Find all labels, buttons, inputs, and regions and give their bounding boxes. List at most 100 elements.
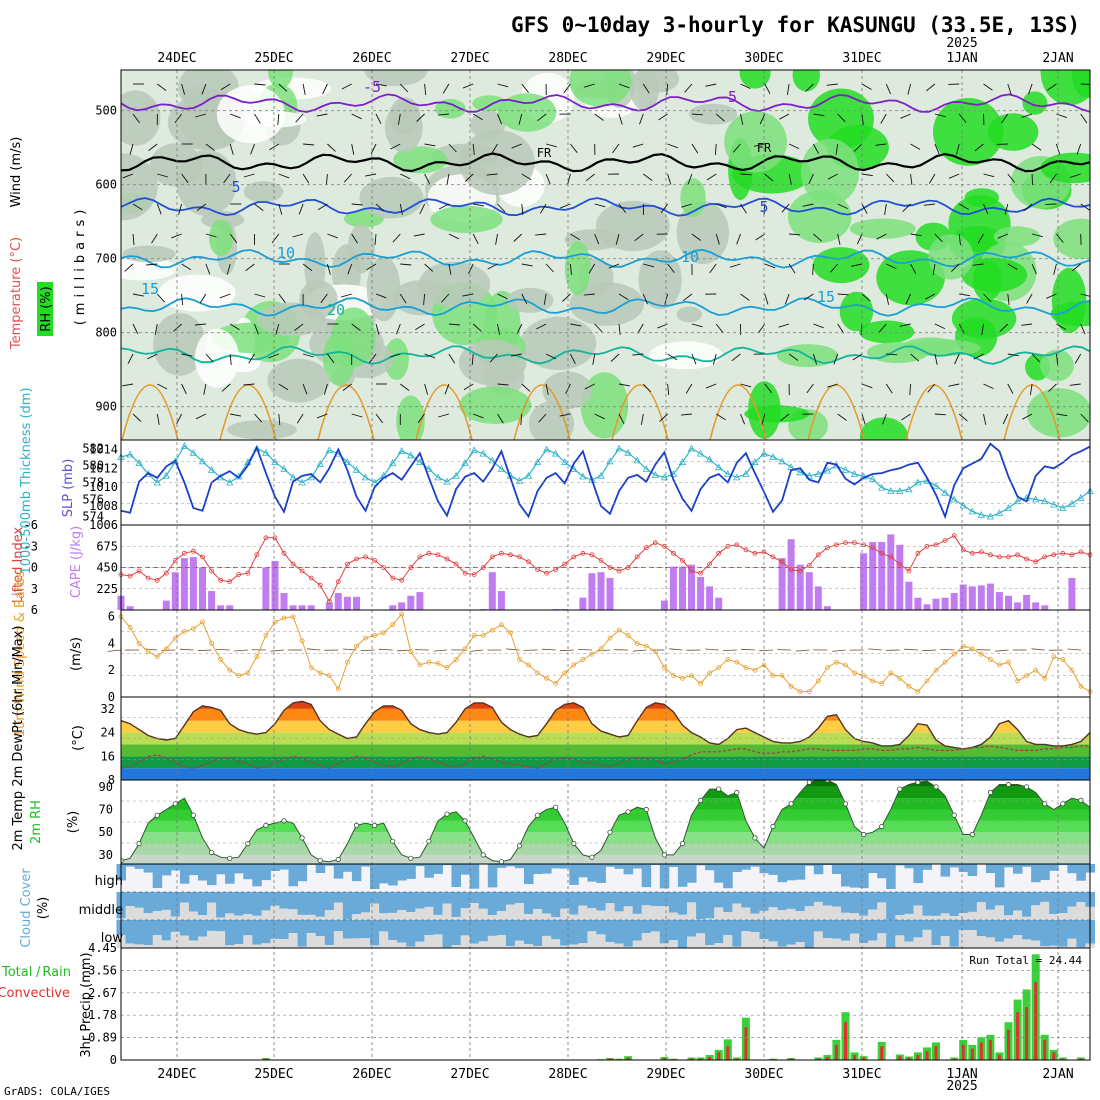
wind10-point — [553, 681, 559, 686]
li-point — [1078, 549, 1084, 555]
wind10-point — [172, 635, 178, 641]
wind-barb — [813, 113, 825, 117]
cloud-cell — [279, 892, 289, 909]
wind-barb — [303, 143, 315, 146]
cloud-cell — [668, 864, 679, 867]
wind-barb — [176, 413, 183, 425]
cloud-cell — [714, 920, 724, 944]
rh-point — [227, 855, 233, 861]
xs-ytick-label: 500 — [95, 104, 117, 118]
wind-barb — [243, 173, 255, 178]
rh2m-tick-label: 30 — [99, 848, 113, 862]
cloud-cell-gap — [569, 914, 579, 920]
wind10-point — [372, 633, 378, 638]
cape-bar — [171, 572, 179, 610]
cloud-cell-gap — [596, 910, 606, 920]
wind-barb — [413, 233, 425, 237]
wind10-point — [607, 635, 613, 641]
wind10-point — [272, 619, 278, 625]
cloud-cell — [1040, 892, 1050, 902]
cloud-cell — [524, 892, 534, 915]
rh-shade-blob — [724, 111, 787, 173]
wind-barb — [275, 323, 280, 335]
wind-barb — [764, 293, 769, 305]
wind-barb — [705, 383, 717, 389]
cloud-cell-gap — [641, 933, 652, 948]
thickness-point — [796, 468, 804, 476]
wind-barb — [317, 203, 328, 211]
thickness-point — [968, 507, 976, 515]
rh-shade-blob — [267, 358, 330, 403]
cape-bar — [334, 593, 342, 610]
thickness-point — [887, 487, 895, 494]
cloud-cell-gap — [261, 910, 271, 920]
wind-barb — [154, 323, 158, 335]
li-point — [317, 582, 323, 588]
wind10-point — [779, 673, 785, 678]
wind10-point — [498, 622, 504, 628]
wind-barb — [736, 233, 741, 245]
cloud-cell — [841, 864, 851, 887]
li-point — [544, 570, 549, 576]
cloud-cell — [632, 920, 643, 941]
rh-shade-blob — [744, 405, 810, 423]
wind10-point — [671, 673, 676, 678]
rh-band — [121, 798, 1090, 810]
wind10-point — [263, 633, 269, 638]
cloud-cell — [152, 864, 163, 888]
wind10-point — [933, 667, 939, 673]
wind10-point — [625, 633, 631, 638]
wind-barb — [806, 383, 814, 394]
wind-barb — [441, 293, 450, 303]
cloud-cell-gap — [768, 941, 778, 948]
wind-barb — [803, 293, 814, 301]
wind-barb — [1007, 353, 1019, 357]
wind10-point — [861, 673, 866, 678]
wind-barb — [740, 383, 752, 388]
wind10-tick-label: 2 — [108, 663, 115, 677]
li-point — [571, 554, 577, 560]
bottom-date-label: 2JAN — [1042, 1067, 1073, 1082]
li-tick-label: 0 — [31, 561, 38, 575]
li-point — [806, 563, 812, 568]
top-date-label: 28DEC — [548, 51, 587, 66]
wind-barb — [837, 293, 849, 296]
wind-barb — [416, 113, 425, 122]
cloud-cell — [623, 920, 634, 947]
wind10-barb — [904, 648, 918, 651]
rh-shade-blob — [299, 280, 338, 319]
wind-barb — [709, 263, 717, 274]
cloud-cell — [868, 864, 878, 873]
li-point — [978, 549, 984, 555]
temp-band — [121, 756, 1090, 769]
wind-barb — [731, 353, 741, 362]
wind-barb — [438, 413, 450, 418]
cloud-cell — [831, 892, 842, 907]
wind10-barb — [868, 648, 882, 651]
cape-bar — [189, 557, 197, 610]
wind-barb — [446, 173, 450, 185]
rh-point — [245, 840, 251, 847]
cloud-cell-gap — [234, 944, 244, 948]
rh-point — [1024, 784, 1030, 790]
thickness-point — [841, 465, 850, 473]
cloud-cell-gap — [533, 909, 543, 920]
bottom-date-label: 1JAN — [946, 1067, 977, 1082]
wind-barb — [1031, 353, 1041, 363]
precip-conv-bar — [1061, 1058, 1065, 1060]
li-point — [227, 579, 233, 585]
li-point — [335, 579, 341, 585]
thickness-point — [995, 509, 1004, 516]
bottom-date-label: 29DEC — [646, 1067, 685, 1082]
rh-point — [281, 818, 287, 824]
rh-shade-blob — [800, 138, 860, 206]
wind10-point — [924, 678, 930, 684]
wind10-point — [480, 633, 486, 638]
rh-band — [121, 786, 1090, 799]
cloud-cell-gap — [306, 914, 317, 920]
xs-temp-label: Temperature (°C) — [9, 237, 24, 350]
wind10-point — [616, 627, 622, 633]
wind10-point — [190, 626, 196, 632]
wind10-point — [1051, 654, 1057, 660]
cloud-cell — [596, 920, 606, 935]
